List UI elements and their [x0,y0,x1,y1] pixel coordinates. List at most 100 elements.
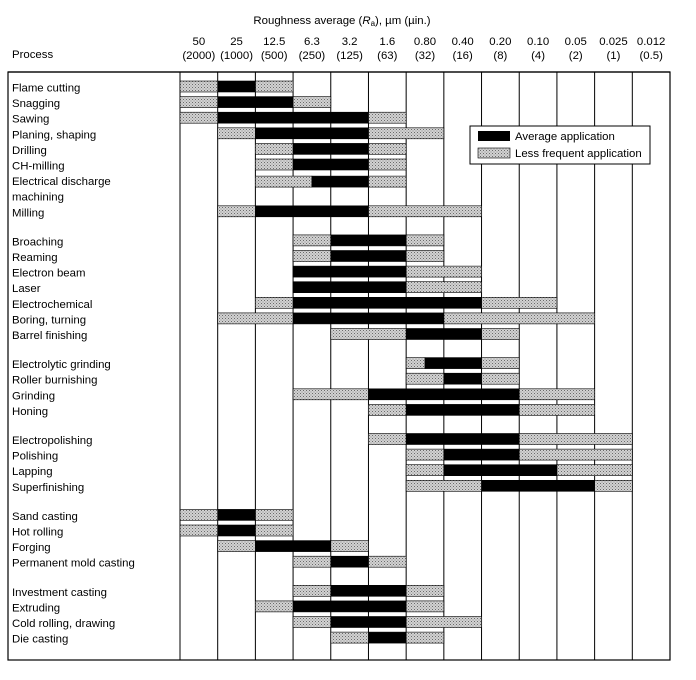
bar-less-frequent [255,143,294,155]
process-label: Grinding [12,390,55,402]
bar-less-frequent [292,388,369,401]
bar-average [255,205,369,218]
bar-average [443,448,520,461]
bar-average [292,265,407,278]
process-label: Snagging [12,98,60,110]
bar-less-frequent [518,433,633,445]
col-header-um: 0.10 [527,36,549,48]
col-header-uin: (8) [493,50,507,62]
row-labels: Flame cutting Snagging Sawing Planing, shap… [12,83,135,646]
bar-less-frequent [179,111,218,124]
col-header-um: 6.3 [304,36,320,48]
bar-less-frequent [405,584,445,597]
col-header-um: 0.40 [452,36,474,48]
col-header-uin: (0.5) [639,50,663,62]
col-header-uin: (4) [531,50,545,62]
bar-average [405,433,520,445]
bar-less-frequent [368,433,407,445]
bar-less-frequent [179,509,218,521]
bar-average [292,143,369,155]
process-label-line2: machining [12,192,64,204]
col-header-uin: (250) [299,50,326,62]
legend-label-average: Average application [515,131,615,143]
legend: Average application Less frequent applic… [469,125,651,165]
bar-less-frequent [368,404,407,416]
col-header-um: 1.6 [379,36,395,48]
table-frame [7,71,671,661]
process-label: Polishing [12,451,58,463]
process-label: Cold rolling, drawing [12,618,115,630]
bar-average [330,234,407,247]
process-label: Forging [12,542,51,554]
bar-average [481,479,595,492]
process-label: Hot rolling [12,527,63,539]
col-header-um: 25 [230,36,243,48]
bar-less-frequent [405,357,426,369]
bar-less-frequent [481,357,520,369]
bar-less-frequent [405,448,445,461]
column-headers: 50 (2000) 25 (1000) 12.5 (500) 6.3 (250) 3.2 (125… [182,36,665,62]
col-header-uin: (2) [569,50,583,62]
bar-less-frequent [255,175,313,188]
bar-less-frequent [518,388,595,401]
bar-less-frequent [405,265,482,278]
bar-average [217,524,256,537]
process-label: Investment casting [12,587,107,599]
bar-less-frequent [292,584,332,597]
process-label: Honing [12,406,48,418]
bar-less-frequent [443,312,595,325]
process-label: Milling [12,207,44,219]
col-header-uin: (125) [336,50,363,62]
col-header-um: 50 [193,36,206,48]
bar-less-frequent [481,328,520,340]
bar-average [292,281,407,294]
chart-title: Roughness average (Ra), µm (µin.) [253,15,430,28]
bar-average [255,540,332,552]
bar-less-frequent [292,555,332,568]
col-header-um: 12.5 [263,36,285,48]
bar-less-frequent [179,96,218,108]
bar-less-frequent [405,234,445,247]
bar-less-frequent [405,479,482,492]
bar-less-frequent [292,616,332,628]
bar-average [217,111,369,124]
bar-less-frequent [405,464,445,477]
process-label: Boring, turning [12,314,86,326]
col-header-uin: (1000) [220,50,253,62]
process-label: Die casting [12,634,68,646]
bar-less-frequent [405,616,482,628]
process-label: Superfinishing [12,482,84,494]
bar-less-frequent [217,312,294,325]
bar-average [424,357,482,369]
bar-less-frequent [481,372,520,385]
bar-less-frequent [330,328,407,340]
bar-less-frequent [518,448,633,461]
col-header-uin: (1) [607,50,621,62]
bar-average [443,464,558,477]
col-header-uin: (32) [415,50,435,62]
bar-less-frequent [255,296,294,309]
col-header-uin: (500) [261,50,288,62]
bar-less-frequent [405,600,445,613]
bar-less-frequent [179,524,218,537]
bar-less-frequent [368,205,482,218]
bar-less-frequent [405,281,482,294]
bar-average [330,250,407,262]
bar-less-frequent [217,540,256,552]
bar-less-frequent [255,524,294,537]
bar-average [368,631,407,644]
bar-average [292,600,407,613]
process-label: Electron beam [12,268,85,280]
process-label: Laser [12,283,41,295]
bar-less-frequent [368,158,407,171]
bar-less-frequent [292,234,332,247]
bar-less-frequent [481,296,558,309]
bar-less-frequent [330,540,369,552]
bars [179,80,633,644]
bar-less-frequent [405,250,445,262]
bar-less-frequent [255,158,294,171]
bar-less-frequent [368,175,407,188]
bar-average [330,616,407,628]
bar-less-frequent [556,464,633,477]
